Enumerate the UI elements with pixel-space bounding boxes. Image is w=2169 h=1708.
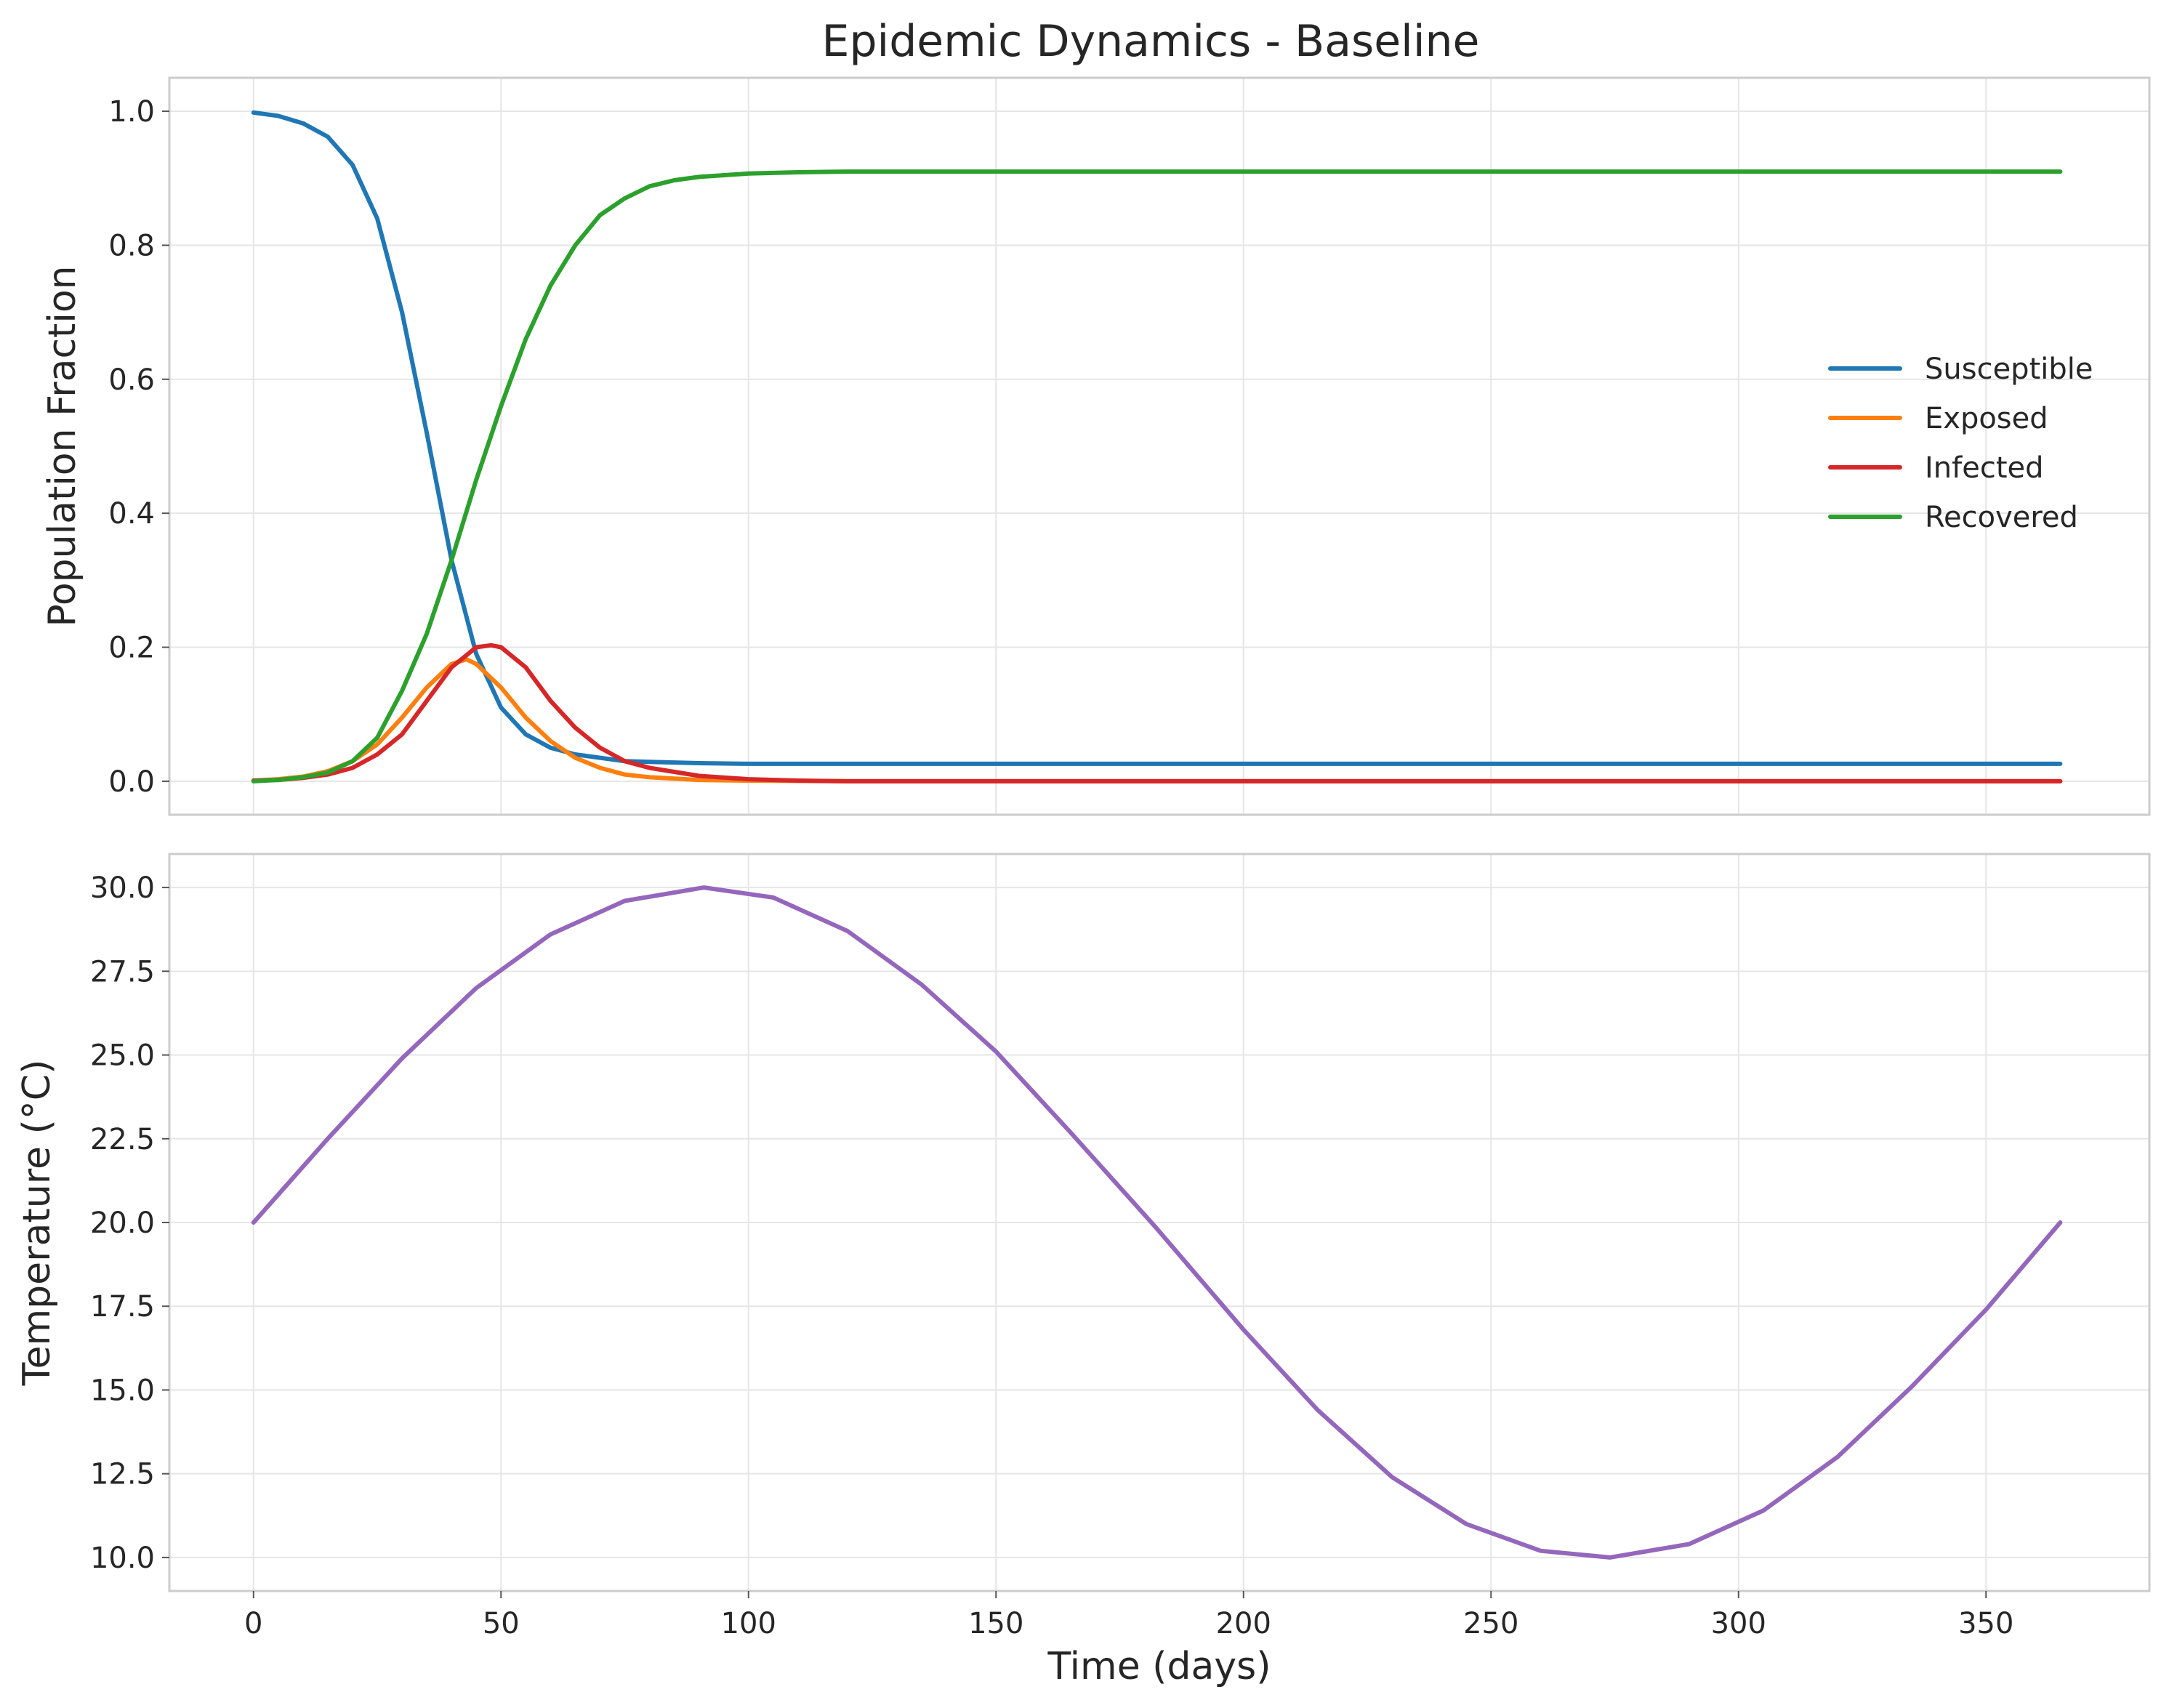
epidemic-y-tick-label: 0.6 <box>108 363 155 397</box>
x-tick-label: 250 <box>1463 1607 1518 1640</box>
legend-item-exposed: Exposed <box>1828 402 2048 435</box>
x-tick-label: 350 <box>1958 1607 2013 1640</box>
legend-label: Exposed <box>1925 402 2048 435</box>
epidemic-y-tick-label: 0.0 <box>108 765 155 799</box>
legend-label: Infected <box>1925 451 2044 485</box>
temperature-y-tick-label: 20.0 <box>90 1207 155 1240</box>
temperature-panel: 0 50 100 150 200 250 300 350 10.0 12.5 15.0 17.5 20.… <box>15 853 2151 1688</box>
x-tick-label: 50 <box>483 1607 520 1640</box>
epidemic-y-tick-label: 0.2 <box>108 632 155 665</box>
temperature-grid <box>169 854 2149 1591</box>
epidemic-y-tick-label: 0.4 <box>108 497 155 531</box>
legend-label: Recovered <box>1925 501 2078 534</box>
recovered-line <box>251 169 2063 783</box>
temperature-y-tick-label: 27.5 <box>90 955 155 988</box>
x-tick-label: 300 <box>1711 1607 1766 1640</box>
x-tick-label: 150 <box>968 1607 1023 1640</box>
temperature-y-tick-label: 15.0 <box>90 1374 155 1407</box>
epidemic-ticks: 0.0 0.2 0.4 0.6 0.8 1.0 <box>108 95 169 799</box>
epidemic-grid <box>169 78 2149 815</box>
x-axis-label: Time (days) <box>1047 1645 1271 1688</box>
susceptible-line <box>251 110 2063 766</box>
temperature-y-tick-label: 10.0 <box>90 1542 155 1575</box>
temperature-line <box>251 885 2063 1560</box>
temperature-y-tick-label: 17.5 <box>90 1290 155 1324</box>
temperature-y-tick-label: 22.5 <box>90 1123 155 1156</box>
temperature-y-tick-label: 25.0 <box>90 1039 155 1073</box>
legend-item-infected: Infected <box>1828 451 2044 485</box>
epidemic-axes-frame <box>168 76 2151 816</box>
legend-item-recovered: Recovered <box>1828 501 2078 534</box>
temperature-y-axis-label: Temperature (°C) <box>15 1060 59 1387</box>
temperature-ticks: 0 50 100 150 200 250 300 350 10.0 12.5 15.0 17.5 20.… <box>90 871 2014 1640</box>
legend-label: Susceptible <box>1925 353 2093 386</box>
legend: Susceptible Exposed Infected Recovered <box>1828 353 2093 534</box>
legend-item-susceptible: Susceptible <box>1828 353 2093 386</box>
temperature-y-tick-label: 30.0 <box>90 871 155 905</box>
epidemic-y-tick-label: 1.0 <box>108 95 155 129</box>
x-tick-label: 200 <box>1216 1607 1271 1640</box>
chart-title: Epidemic Dynamics - Baseline <box>822 16 1480 67</box>
x-tick-label: 100 <box>721 1607 776 1640</box>
epidemic-y-tick-label: 0.8 <box>108 229 155 262</box>
temperature-series-group <box>251 885 2063 1560</box>
infected-line <box>251 642 2063 783</box>
x-tick-label: 0 <box>244 1607 262 1640</box>
epidemic-panel: 0.0 0.2 0.4 0.6 0.8 1.0 Population Fraction S… <box>41 76 2151 816</box>
epidemic-series-group <box>251 110 2063 783</box>
temperature-y-tick-label: 12.5 <box>90 1458 155 1491</box>
epidemic-y-axis-label: Population Fraction <box>41 265 84 627</box>
